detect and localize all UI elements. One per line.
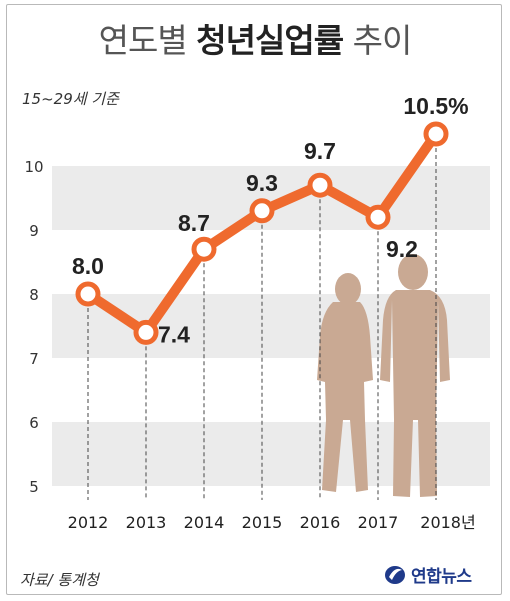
data-point xyxy=(133,319,159,345)
yonhap-logo: 연합뉴스 xyxy=(383,562,472,587)
grid-band xyxy=(52,422,490,486)
man-silhouette-icon xyxy=(380,254,450,497)
chart-title: 연도별 청년실업률 추이 xyxy=(0,14,510,62)
x-tick-label: 2018년 xyxy=(420,513,475,532)
data-point xyxy=(249,198,275,224)
data-point xyxy=(423,121,449,147)
logo-text: 연합뉴스 xyxy=(411,567,472,587)
x-tick-label: 2017 xyxy=(358,513,399,532)
data-label: 7.4 xyxy=(158,321,190,347)
data-label: 8.0 xyxy=(72,253,104,279)
x-tick-label: 2013 xyxy=(126,513,167,532)
data-label: 9.3 xyxy=(246,170,278,196)
data-point xyxy=(365,204,391,230)
y-tick-label: 10 xyxy=(24,158,43,176)
data-point xyxy=(75,281,101,307)
data-point xyxy=(191,236,217,262)
x-tick-label: 2014 xyxy=(184,513,225,532)
woman-silhouette-icon xyxy=(317,273,373,492)
title-part-2: 추이 xyxy=(352,21,413,60)
data-point xyxy=(307,172,333,198)
y-tick-label: 8 xyxy=(29,286,39,304)
chart-subtitle: 15~29세 기준 xyxy=(22,90,119,108)
data-label: 9.2 xyxy=(386,236,418,262)
x-tick-label: 2015 xyxy=(242,513,283,532)
y-tick-label: 6 xyxy=(29,414,39,432)
y-tick-label: 9 xyxy=(29,222,39,240)
data-label: 8.7 xyxy=(178,210,210,236)
x-tick-label: 2012 xyxy=(68,513,109,532)
x-tick-label: 2016 xyxy=(300,513,341,532)
data-label: 9.7 xyxy=(304,138,336,164)
people-silhouettes xyxy=(317,254,450,497)
source-note: 자료/ 통계청 xyxy=(20,571,99,589)
y-tick-label: 5 xyxy=(29,478,39,496)
title-part-1: 연도별 xyxy=(98,21,188,60)
yonhap-logo-icon xyxy=(385,565,405,584)
title-bold: 청년실업률 xyxy=(196,21,344,60)
data-label: 10.5% xyxy=(403,93,468,119)
y-tick-label: 7 xyxy=(29,350,39,368)
